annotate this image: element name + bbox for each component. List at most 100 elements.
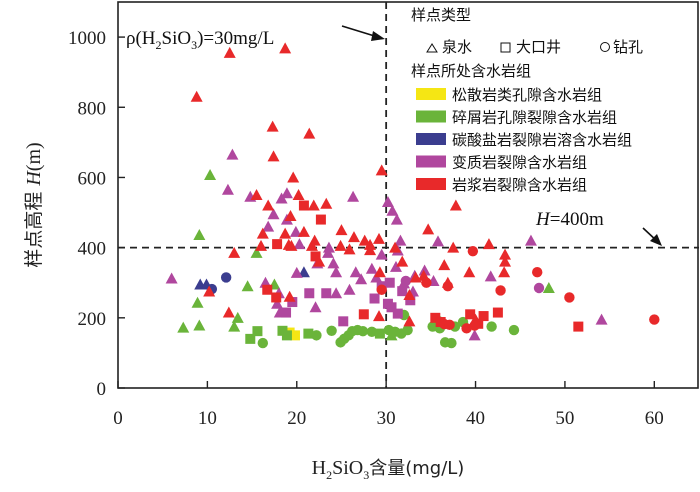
data-point-square — [245, 333, 256, 344]
data-point-square — [272, 239, 283, 250]
data-point-triangle — [223, 46, 236, 58]
data-point-triangle — [524, 234, 537, 246]
data-point-triangle — [271, 297, 284, 309]
data-point-circle — [335, 337, 346, 348]
legend-item-magmatic: 岩浆岩裂隙含水岩组 — [416, 176, 587, 194]
data-point-triangle — [283, 290, 296, 302]
data-point-triangle — [498, 266, 511, 278]
data-point-triangle — [373, 266, 386, 278]
reference-lines — [118, 2, 699, 388]
data-point-circle — [442, 281, 454, 292]
data-point-triangle — [365, 262, 378, 274]
legend-swatch — [416, 178, 446, 190]
data-point-triangle — [262, 199, 275, 211]
legend-group-title: 样点所处含水岩组 — [411, 62, 531, 80]
data-point-triangle — [204, 168, 217, 180]
x-ref-sub1: 2 — [156, 38, 162, 52]
data-point-triangle — [292, 189, 305, 200]
circle-icon — [600, 42, 610, 52]
arrow-icon — [341, 25, 385, 41]
data-point-square — [262, 284, 273, 295]
data-point-triangle — [335, 224, 348, 236]
x-ref-mid: SiO — [162, 28, 192, 49]
legend-item-loose: 松散岩类孔隙含水岩组 — [416, 86, 602, 104]
data-point-triangle — [293, 238, 306, 250]
data-point-circle — [564, 292, 575, 303]
y-ref-post: =400m — [550, 209, 604, 230]
legend-item-metamorphic: 变质岩裂隙含水岩组 — [416, 154, 587, 172]
legend-type-square: 大口井 — [500, 38, 561, 56]
data-point-triangle — [355, 273, 368, 285]
data-point-circle — [357, 325, 369, 337]
data-point-square — [392, 308, 403, 319]
data-point-triangle — [389, 260, 402, 272]
data-point-triangle — [389, 241, 402, 253]
legend-type-label: 泉水 — [442, 38, 472, 56]
data-point-triangle — [409, 271, 422, 283]
data-point-triangle — [313, 255, 326, 267]
series-magmatic — [190, 42, 660, 334]
y-axis-title-cn: 样点高程 — [23, 186, 45, 268]
data-point-square — [315, 214, 326, 225]
data-point-triangle — [285, 239, 298, 251]
data-point-circle — [257, 337, 269, 349]
data-point-triangle — [250, 189, 263, 200]
data-point-triangle — [203, 285, 216, 297]
data-point-triangle — [463, 266, 476, 278]
data-point-triangle — [193, 229, 206, 241]
legend-groups: 松散岩类孔隙含水岩组碎屑岩孔隙裂隙含水岩组碳酸盐岩裂隙岩溶含水岩组变质岩裂隙含水… — [416, 86, 632, 194]
data-point-square — [303, 328, 314, 339]
x-ref-post: )=30mg/L — [197, 28, 274, 49]
data-point-triangle — [418, 264, 431, 276]
data-point-triangle — [309, 301, 322, 313]
data-point-triangle — [303, 127, 316, 139]
x-ref-pre: ρ(H — [126, 28, 156, 49]
x-axis-title-sub1: 2 — [326, 468, 332, 482]
data-point-square — [281, 330, 292, 341]
triangle-icon — [426, 43, 438, 53]
data-point-square — [492, 307, 503, 318]
data-point-triangle — [280, 187, 293, 199]
data-point-triangle — [330, 266, 343, 278]
data-point-triangle — [289, 225, 302, 237]
data-point-circle — [400, 275, 412, 287]
data-point-circle — [446, 337, 457, 349]
data-point-triangle — [287, 171, 300, 183]
data-point-triangle — [297, 266, 310, 278]
data-point-triangle — [373, 232, 386, 244]
y-tick-label: 200 — [78, 309, 107, 330]
legend-label: 岩浆岩裂隙含水岩组 — [452, 176, 587, 194]
data-point-square — [573, 321, 584, 332]
data-point-triangle — [279, 227, 292, 239]
x-tick-label: 40 — [466, 408, 485, 429]
data-point-triangle — [307, 199, 320, 211]
x-tick-label: 0 — [113, 408, 123, 429]
data-point-triangle — [347, 190, 360, 202]
legend-label: 变质岩裂隙含水岩组 — [452, 154, 587, 172]
data-point-triangle — [375, 164, 388, 176]
data-point-triangle — [262, 220, 275, 232]
data-point-triangle — [297, 225, 310, 237]
data-point-triangle — [305, 239, 318, 251]
series-clastic — [177, 168, 555, 349]
data-point-triangle — [381, 196, 394, 208]
legend-label: 碳酸盐岩裂隙岩溶含水岩组 — [452, 131, 632, 149]
data-point-triangle — [499, 255, 512, 267]
y-tick-label: 800 — [78, 98, 107, 119]
data-point-triangle — [241, 280, 254, 292]
data-point-triangle — [322, 241, 335, 253]
y-tick-label: 600 — [78, 168, 107, 189]
data-point-triangle — [327, 257, 340, 269]
legend-item-carbonate: 碳酸盐岩裂隙岩溶含水岩组 — [416, 131, 632, 149]
data-point-triangle — [256, 227, 269, 239]
x-reference-annotation: ρ(H2SiO3)=30mg/L — [126, 25, 385, 52]
data-point-triangle — [228, 246, 241, 258]
data-point-square — [384, 277, 395, 288]
data-point-triangle — [358, 234, 371, 246]
data-point-triangle — [373, 310, 386, 322]
data-point-triangle — [343, 243, 356, 255]
data-point-circle — [366, 326, 378, 338]
data-point-circle — [220, 272, 232, 283]
